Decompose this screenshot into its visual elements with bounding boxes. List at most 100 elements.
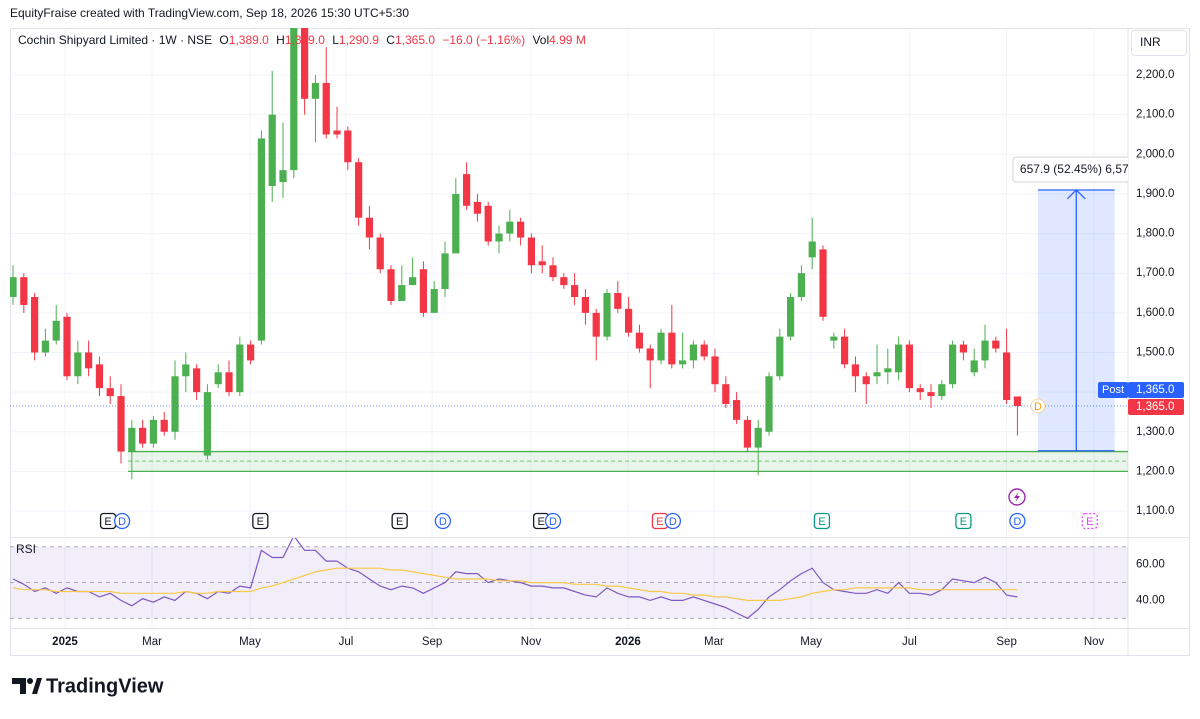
logo-mark bbox=[12, 678, 26, 694]
candle-body bbox=[549, 265, 557, 278]
x-tick-label: May bbox=[800, 636, 822, 648]
x-tick-label: 2026 bbox=[615, 636, 641, 648]
event-icon bbox=[1081, 512, 1098, 530]
candle-body bbox=[689, 344, 698, 361]
brand-logo bbox=[12, 678, 42, 694]
candle-body bbox=[646, 348, 654, 361]
candle-body bbox=[279, 170, 287, 183]
low-label: L bbox=[332, 33, 339, 47]
post-price-badge bbox=[1098, 381, 1128, 398]
candle-body bbox=[1013, 396, 1022, 406]
candle-body bbox=[290, 28, 298, 171]
event-label: E bbox=[396, 516, 403, 528]
candle-body bbox=[495, 233, 503, 242]
candle-body bbox=[506, 221, 514, 234]
candle-body bbox=[614, 293, 622, 309]
close-value: 1,365.0 bbox=[395, 33, 435, 47]
x-tick-label: May bbox=[239, 636, 261, 648]
x-tick-label: Nov bbox=[521, 636, 542, 648]
candle-body bbox=[679, 360, 687, 365]
candle-body bbox=[657, 332, 665, 361]
y-tick-label: 1,900.0 bbox=[1136, 188, 1174, 200]
candle-body bbox=[527, 237, 536, 266]
candle-body bbox=[160, 419, 168, 432]
candle-body bbox=[63, 316, 71, 377]
y-tick-label: 1,200.0 bbox=[1136, 465, 1174, 477]
event-label: E bbox=[818, 516, 825, 528]
candle-body bbox=[20, 277, 28, 305]
price-marker-label: D bbox=[1034, 401, 1042, 413]
event-label: E bbox=[537, 516, 544, 528]
close-label: C bbox=[386, 33, 395, 47]
candle-body bbox=[819, 249, 827, 317]
y-tick-label: 1,500.0 bbox=[1136, 347, 1174, 359]
candle-body bbox=[635, 332, 644, 349]
candle-body bbox=[301, 28, 309, 99]
candle-body bbox=[841, 336, 849, 365]
candle-body bbox=[247, 344, 255, 361]
event-label: E bbox=[960, 516, 967, 528]
candle-body bbox=[225, 372, 233, 393]
x-tick-label: Mar bbox=[704, 636, 724, 648]
candle-body bbox=[927, 392, 935, 397]
x-tick-label: Mar bbox=[142, 636, 162, 648]
candle-body bbox=[106, 388, 114, 397]
candle-body bbox=[52, 320, 60, 341]
currency-label: INR bbox=[1140, 35, 1161, 49]
candle-body bbox=[581, 296, 590, 313]
candle-body bbox=[344, 130, 352, 163]
candle-body bbox=[128, 427, 136, 452]
y-tick-label: 1,600.0 bbox=[1136, 307, 1174, 319]
candle-body bbox=[722, 384, 730, 405]
event-label: D bbox=[1013, 516, 1021, 528]
chart-frame bbox=[10, 28, 1190, 656]
candle-body bbox=[992, 340, 1000, 349]
candle-body bbox=[873, 372, 881, 377]
event-label: E bbox=[257, 516, 264, 528]
rsi-tick-label: 40.00 bbox=[1136, 594, 1165, 606]
event-icon bbox=[955, 512, 972, 530]
symbol-legend: Cochin Shipyard Limited · 1W · NSE O1,38… bbox=[18, 33, 586, 47]
candle-body bbox=[797, 273, 806, 297]
rsi-pane bbox=[10, 538, 1128, 620]
candle-body bbox=[182, 364, 190, 377]
candle-body bbox=[10, 277, 17, 297]
post-price-label: 1,365.0 bbox=[1136, 384, 1174, 396]
candle-body bbox=[700, 344, 708, 357]
candle-body bbox=[387, 269, 395, 301]
attribution: EquityFraise created with TradingView.co… bbox=[10, 6, 409, 20]
candle-body bbox=[85, 352, 93, 369]
event-icon bbox=[252, 512, 269, 530]
candle-body bbox=[311, 82, 320, 99]
open-label: O bbox=[219, 33, 228, 47]
logo-dot bbox=[27, 678, 33, 684]
bolt bbox=[1014, 492, 1020, 502]
event-icon bbox=[813, 512, 831, 530]
candle-body bbox=[571, 285, 579, 297]
candle-body bbox=[765, 376, 773, 432]
candle-body bbox=[409, 277, 417, 286]
rsi-line bbox=[12, 538, 1018, 620]
split-event-icon[interactable] bbox=[1008, 488, 1026, 506]
currency-button[interactable] bbox=[1131, 30, 1187, 56]
rsi-tick-label: 60.00 bbox=[1136, 559, 1165, 571]
change-value: −16.0 (−1.16%) bbox=[442, 33, 525, 47]
candle-body bbox=[625, 308, 633, 333]
x-tick-label: Jul bbox=[339, 636, 354, 648]
y-tick-label: 1,700.0 bbox=[1136, 267, 1174, 279]
symbol-title: Cochin Shipyard Limited · 1W · NSE bbox=[18, 33, 212, 47]
event-label: D bbox=[118, 516, 126, 528]
last-price-label: 1,365.0 bbox=[1136, 401, 1174, 413]
volume-label: Vol bbox=[532, 33, 549, 47]
candle-body bbox=[484, 205, 492, 242]
candle-body bbox=[355, 162, 363, 218]
candle-body bbox=[149, 419, 158, 444]
open-value: 1,389.0 bbox=[229, 33, 269, 47]
post-label: Post bbox=[1102, 384, 1124, 396]
event-label: D bbox=[439, 516, 447, 528]
candle-body bbox=[776, 336, 784, 377]
y-tick-label: 2,000.0 bbox=[1136, 148, 1174, 160]
rsi-line bbox=[12, 567, 1018, 601]
x-tick-label: Jul bbox=[902, 636, 917, 648]
